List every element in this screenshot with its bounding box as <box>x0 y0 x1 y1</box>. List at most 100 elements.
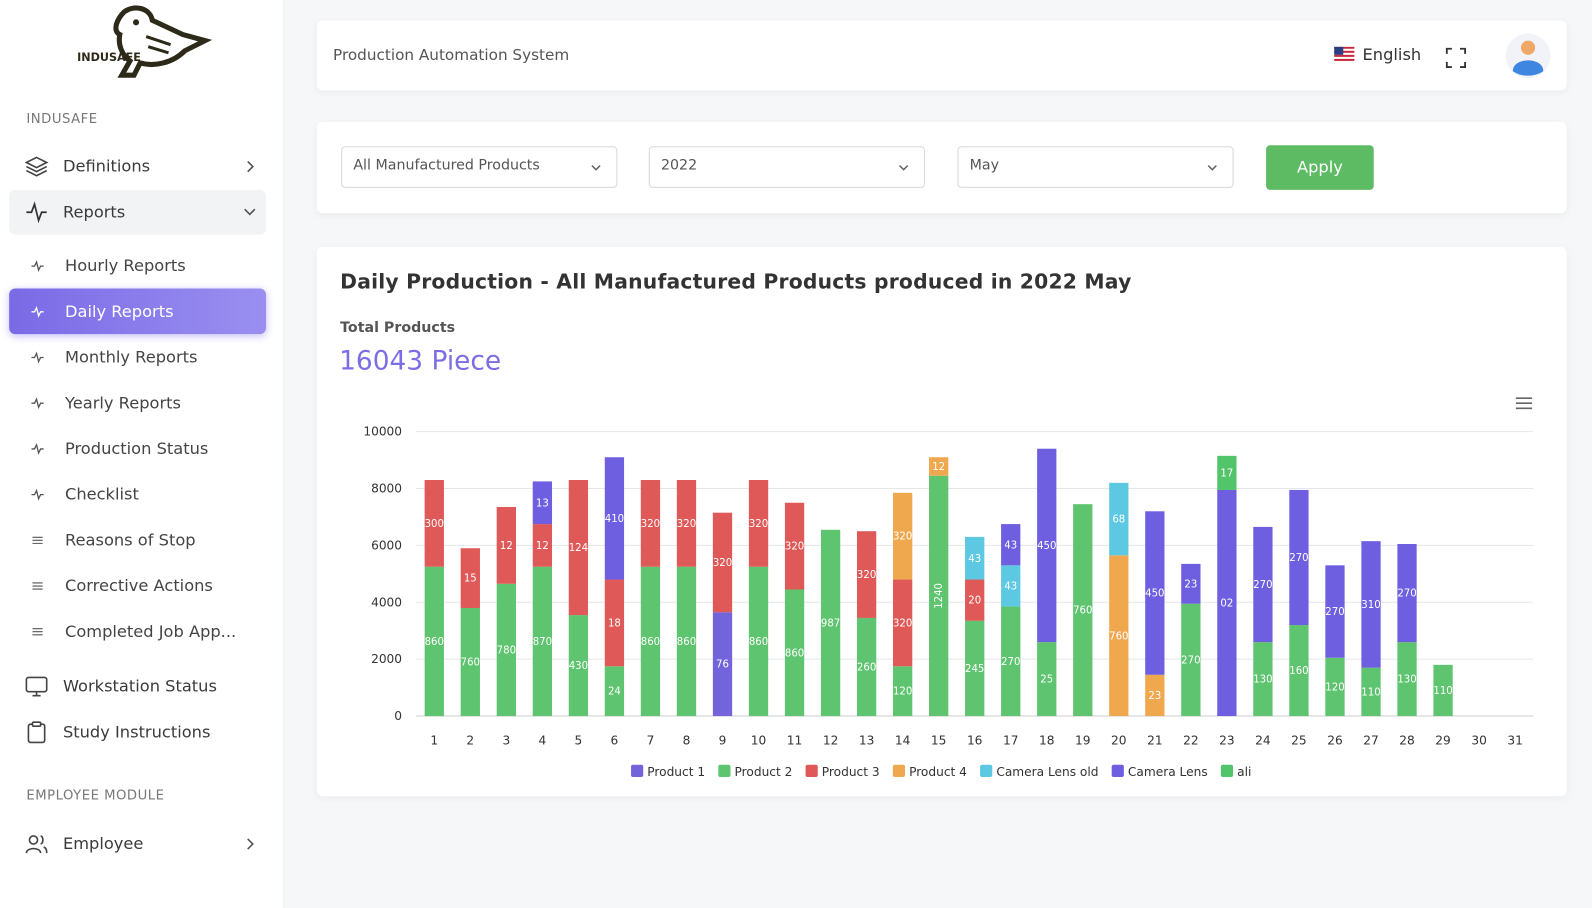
nav-sub-item[interactable]: Yearly Reports <box>64 393 181 413</box>
bar-segment <box>965 536 985 580</box>
data-label: 12 <box>500 541 513 552</box>
data-label: 02 <box>1220 599 1233 610</box>
logo: INDUSAFE <box>77 5 213 78</box>
chart-menu[interactable] <box>1514 395 1534 411</box>
data-label: 450 <box>1145 589 1164 600</box>
nav-item[interactable]: Study Instructions <box>62 722 211 742</box>
data-label: 320 <box>893 532 912 543</box>
legend-label: Product 2 <box>735 765 793 779</box>
nav-sub-item[interactable]: Daily Reports <box>64 301 174 321</box>
data-label: 43 <box>1004 581 1017 592</box>
bar-segment <box>965 620 985 717</box>
bar-segment <box>1397 642 1417 717</box>
bar-segment <box>929 457 949 476</box>
nav-sub-item[interactable]: Production Status <box>64 438 209 459</box>
data-label: 987 <box>821 618 840 629</box>
data-label: 300 <box>425 519 444 530</box>
apply-button[interactable]: Apply <box>1266 145 1374 190</box>
chart-title: Daily Production - All Manufactured Prod… <box>340 269 1132 294</box>
select-value: May <box>969 157 1000 174</box>
data-label: 450 <box>1037 541 1056 552</box>
bar-segment <box>1325 657 1345 717</box>
x-tick-label: 29 <box>1435 733 1450 747</box>
chevron <box>247 838 254 850</box>
legend-swatch <box>631 764 644 777</box>
data-label: 120 <box>893 687 912 698</box>
product-select[interactable]: All Manufactured Products <box>341 146 618 188</box>
bar-segment <box>1001 565 1021 607</box>
icon <box>24 156 49 177</box>
data-label: 760 <box>461 658 480 669</box>
nav-sub-item[interactable]: Monthly Reports <box>64 347 198 367</box>
data-label: 12 <box>932 462 945 473</box>
x-tick-label: 18 <box>1039 733 1054 747</box>
x-tick-label: 1 <box>430 733 438 747</box>
data-label: 24 <box>608 687 621 698</box>
bar-segment <box>496 583 516 717</box>
chevron <box>244 208 256 216</box>
bar-segment <box>604 666 625 717</box>
year-select[interactable]: 2022 <box>648 146 925 188</box>
bar-segment <box>784 589 805 717</box>
data-label: 1240 <box>934 583 945 609</box>
x-tick-label: 8 <box>683 733 691 747</box>
legend-swatch <box>1220 764 1234 777</box>
x-tick-label: 2 <box>466 733 474 747</box>
nav-sub-item[interactable]: Checklist <box>64 484 139 504</box>
data-label: 13 <box>536 498 549 509</box>
x-tick-label: 14 <box>895 733 911 747</box>
x-tick-label: 4 <box>538 733 546 747</box>
data-label: 270 <box>1397 589 1416 600</box>
nav-item[interactable]: Definitions <box>62 156 151 176</box>
data-label: 860 <box>785 648 804 659</box>
chevron <box>591 165 601 171</box>
nav-item[interactable]: Reports <box>62 202 126 222</box>
legend-swatch <box>892 764 906 777</box>
icon <box>25 835 48 854</box>
x-tick-label: 26 <box>1327 733 1342 747</box>
data-label: 110 <box>1433 686 1452 697</box>
bar-segment <box>1145 674 1165 717</box>
y-tick-label: 2000 <box>371 652 402 666</box>
legend-swatch <box>1111 764 1124 777</box>
nav-sub-item[interactable]: Hourly Reports <box>64 255 186 276</box>
bar-segment <box>784 502 805 590</box>
bar-segment <box>460 548 480 608</box>
data-label: 68 <box>1112 515 1125 526</box>
data-label: 76 <box>716 660 729 671</box>
nav-sub-item[interactable]: Corrective Actions <box>64 575 213 596</box>
data-label: 860 <box>641 637 660 648</box>
bar-segment <box>1109 555 1129 717</box>
data-label: 18 <box>608 618 621 629</box>
nav-item[interactable]: Employee <box>62 833 144 854</box>
total-value: 16043 Piece <box>339 346 502 377</box>
bar-segment <box>1433 664 1453 717</box>
fullscreen[interactable] <box>1445 47 1467 69</box>
bar-segment <box>1001 606 1021 717</box>
avatar[interactable] <box>1505 33 1552 80</box>
y-tick-label: 4000 <box>371 595 402 609</box>
active-bg <box>9 288 267 335</box>
nav-sub-item[interactable]: Reasons of Stop <box>64 530 196 550</box>
month-select[interactable]: May <box>957 146 1234 188</box>
nav-sub-item[interactable]: Completed Job App... <box>64 621 237 641</box>
data-label: 320 <box>893 618 912 629</box>
data-label: 12 <box>536 541 549 552</box>
logo-text: INDUSAFE <box>77 51 141 64</box>
language[interactable]: English <box>1362 44 1422 64</box>
nav-item[interactable]: Workstation Status <box>62 676 217 696</box>
data-label: 15 <box>464 574 477 585</box>
icon <box>32 536 43 544</box>
x-tick-label: 23 <box>1219 733 1234 747</box>
data-label: 160 <box>1289 666 1308 677</box>
x-tick-label: 24 <box>1255 733 1271 747</box>
x-tick-label: 25 <box>1291 733 1306 747</box>
data-label: 23 <box>1148 691 1161 702</box>
data-label: 860 <box>677 637 696 648</box>
data-label: 320 <box>677 519 696 530</box>
chevron <box>247 160 254 173</box>
icon <box>32 582 43 590</box>
bar-segment <box>640 566 661 717</box>
bar-segment <box>676 480 697 567</box>
